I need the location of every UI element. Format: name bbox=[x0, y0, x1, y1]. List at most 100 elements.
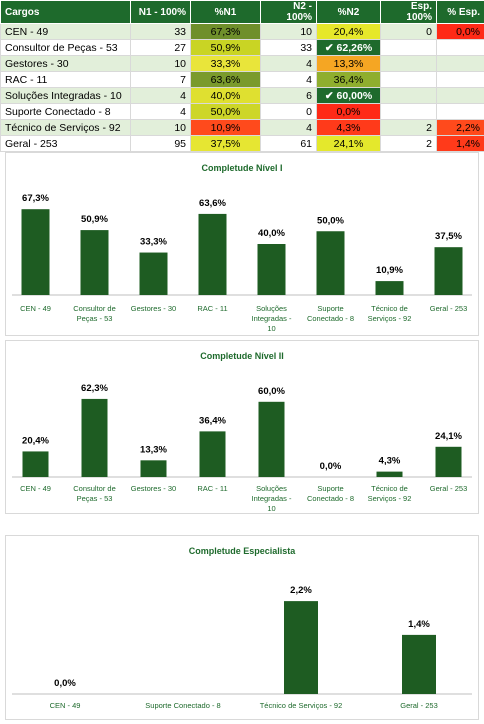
data-label: 33,3% bbox=[140, 237, 167, 248]
summary-table: Cargos N1 - 100% %N1 N2 - 100% %N2 Esp. … bbox=[0, 0, 484, 152]
esp-cell: 2 bbox=[380, 135, 437, 152]
category-label: CEN - 49 bbox=[20, 304, 51, 313]
pct-n1-cell: 37,5% bbox=[190, 135, 261, 152]
esp-cell: 2 bbox=[380, 119, 437, 136]
esp-cell bbox=[380, 55, 437, 72]
esp-cell-text: 0 bbox=[426, 25, 432, 38]
pct-n2-cell-text: 24,1% bbox=[333, 137, 364, 150]
data-label: 20,4% bbox=[22, 435, 49, 446]
bar bbox=[402, 634, 436, 694]
table-row: Suporte Conectado - 8 4 50,0% 0 0,0% bbox=[0, 103, 484, 120]
pct-n2-cell-text: 0,0% bbox=[336, 105, 361, 118]
n2-cell: 6 bbox=[260, 87, 317, 104]
pct-esp-cell-text: 2,2% bbox=[456, 121, 480, 134]
cargo-cell: Gestores - 30 bbox=[0, 55, 131, 72]
category-label: Técnico de Serviços - 92 bbox=[368, 484, 412, 503]
check-icon: ✔ bbox=[324, 89, 337, 102]
n1-cell-text: 10 bbox=[174, 57, 186, 70]
data-label: 40,0% bbox=[258, 228, 285, 239]
n2-cell: 61 bbox=[260, 135, 317, 152]
pct-n2-cell: 13,3% bbox=[316, 55, 381, 72]
pct-n1-cell-text: 10,9% bbox=[210, 121, 241, 134]
pct-n1-cell: 40,0% bbox=[190, 87, 261, 104]
pct-esp-cell-text: 1,4% bbox=[456, 137, 480, 150]
category-label: Soluções Integradas -10 bbox=[251, 304, 292, 333]
cargo-cell-text: CEN - 49 bbox=[5, 25, 49, 38]
n2-cell-text: 10 bbox=[300, 25, 312, 38]
category-label: Suporte Conectado - 8 bbox=[307, 304, 354, 323]
pct-n2-cell: ✔ 60,00% bbox=[316, 87, 381, 104]
cargo-cell-text: Suporte Conectado - 8 bbox=[5, 105, 111, 118]
pct-esp-cell: 2,2% bbox=[436, 119, 484, 136]
n1-cell: 27 bbox=[130, 39, 191, 56]
pct-n1-cell: 50,9% bbox=[190, 39, 261, 56]
cargo-cell: Geral - 253 bbox=[0, 135, 131, 152]
bar bbox=[81, 398, 108, 477]
pct-n1-cell-text: 37,5% bbox=[210, 137, 241, 150]
chart-especialista-svg: Completude Especialista 0,0% CEN - 49 Supor… bbox=[12, 546, 472, 710]
pct-n1-cell: 10,9% bbox=[190, 119, 261, 136]
category-label: CEN - 49 bbox=[20, 484, 51, 493]
n2-cell-text: 4 bbox=[306, 73, 312, 86]
n2-cell-text: 0 bbox=[306, 105, 312, 118]
bar bbox=[257, 244, 286, 295]
n1-cell-text: 4 bbox=[180, 105, 186, 118]
chart-nivel-1-svg: Completude Nível I 67,3% CEN - 49 50,9% Cons… bbox=[12, 163, 472, 333]
pct-n2-cell: 20,4% bbox=[316, 23, 381, 40]
n2-cell: 33 bbox=[260, 39, 317, 56]
data-label: 13,3% bbox=[140, 444, 167, 455]
n2-cell-text: 4 bbox=[306, 121, 312, 134]
header-n1: N1 - 100% bbox=[130, 0, 191, 24]
data-label: 67,3% bbox=[22, 193, 49, 204]
pct-esp-cell bbox=[436, 71, 484, 88]
data-label: 50,9% bbox=[81, 214, 108, 225]
header-esp: Esp. 100% bbox=[380, 0, 437, 24]
table-row: RAC - 11 7 63,6% 4 36,4% bbox=[0, 71, 484, 88]
n2-cell-text: 33 bbox=[300, 41, 312, 54]
table-row: Técnico de Serviços - 92 10 10,9% 4 4,3% 2 2,2… bbox=[0, 119, 484, 136]
bar bbox=[376, 471, 403, 477]
pct-esp-cell: 0,0% bbox=[436, 23, 484, 40]
esp-cell: 0 bbox=[380, 23, 437, 40]
category-label: Consultor de Peças - 53 bbox=[73, 484, 116, 503]
pct-n2-cell-text: 13,3% bbox=[333, 57, 364, 70]
pct-n2-cell-text: 60,00% bbox=[336, 89, 373, 102]
pct-n1-cell-text: 50,0% bbox=[210, 105, 241, 118]
category-label: Geral - 253 bbox=[400, 701, 438, 710]
table-row: Consultor de Peças - 53 27 50,9% 33 ✔ 62,26% bbox=[0, 39, 484, 56]
n2-cell: 4 bbox=[260, 55, 317, 72]
cargo-cell: CEN - 49 bbox=[0, 23, 131, 40]
pct-n2-cell: ✔ 62,26% bbox=[316, 39, 381, 56]
n1-cell-text: 33 bbox=[174, 25, 186, 38]
bar bbox=[199, 431, 226, 477]
category-label: CEN - 49 bbox=[50, 701, 81, 710]
pct-n1-cell-text: 50,9% bbox=[210, 41, 241, 54]
header-n2: N2 - 100% bbox=[260, 0, 317, 24]
pct-n1-cell-text: 40,0% bbox=[210, 89, 241, 102]
cargo-cell-text: Técnico de Serviços - 92 bbox=[5, 121, 121, 134]
category-label: Gestores - 30 bbox=[131, 484, 176, 493]
table-row: Soluções Integradas - 10 4 40,0% 6 ✔ 60,00% bbox=[0, 87, 484, 104]
bar bbox=[434, 247, 463, 295]
cargo-cell: Consultor de Peças - 53 bbox=[0, 39, 131, 56]
pct-esp-cell bbox=[436, 55, 484, 72]
cargo-cell-text: Soluções Integradas - 10 bbox=[5, 89, 122, 102]
pct-esp-cell bbox=[436, 39, 484, 56]
bar bbox=[80, 230, 109, 295]
table-row: Gestores - 30 10 33,3% 4 13,3% bbox=[0, 55, 484, 72]
n2-cell-text: 61 bbox=[300, 137, 312, 150]
category-label: Técnico de Serviços - 92 bbox=[260, 701, 343, 710]
header-pct-n2: %N2 bbox=[316, 0, 381, 24]
pct-n2-cell-text: 36,4% bbox=[333, 73, 364, 86]
category-label: Técnico de Serviços - 92 bbox=[368, 304, 412, 323]
chart-title: Completude Nível I bbox=[201, 163, 282, 173]
cargo-cell-text: Gestores - 30 bbox=[5, 57, 69, 70]
category-label: Gestores - 30 bbox=[131, 304, 176, 313]
data-label: 0,0% bbox=[320, 461, 342, 472]
n1-cell: 10 bbox=[130, 119, 191, 136]
pct-esp-cell-text: 0,0% bbox=[456, 25, 480, 38]
cargo-cell-text: Consultor de Peças - 53 bbox=[5, 41, 118, 54]
n1-cell: 33 bbox=[130, 23, 191, 40]
data-label: 0,0% bbox=[54, 678, 76, 689]
category-label: RAC - 11 bbox=[197, 484, 227, 493]
